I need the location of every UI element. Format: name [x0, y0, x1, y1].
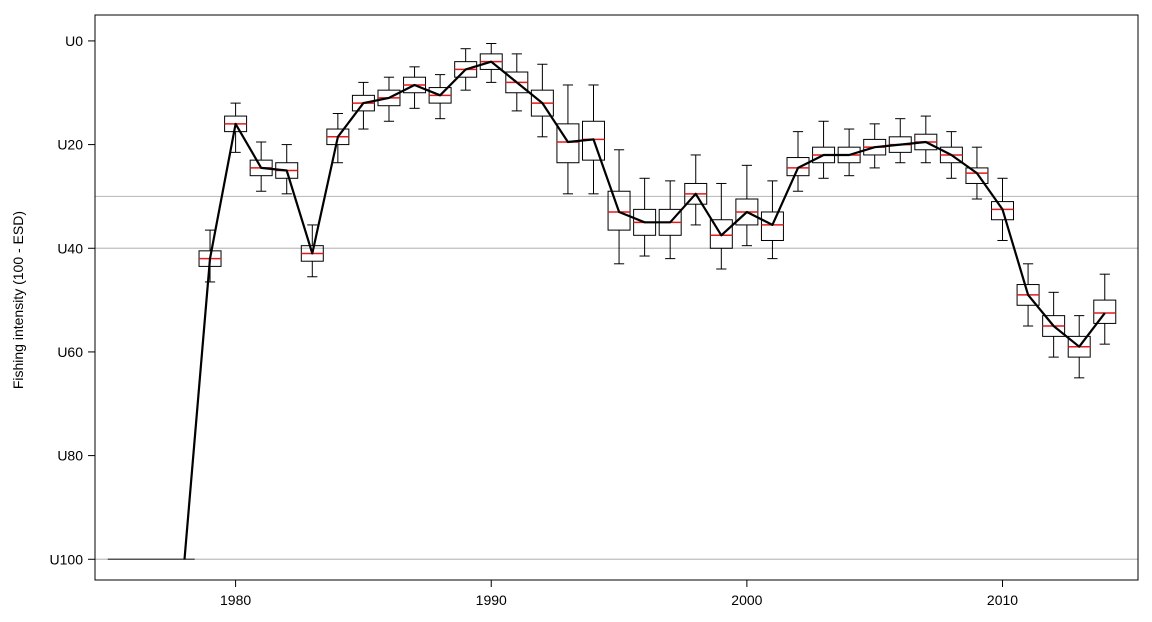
x-tick-label: 2000	[731, 592, 762, 608]
x-tick-label: 1980	[220, 592, 251, 608]
x-axis: 1980 1990 2000 2010	[220, 579, 1018, 608]
box	[556, 123, 580, 164]
plot-frame	[94, 14, 1139, 581]
median-trend-line	[183, 60, 1106, 560]
y-tick-label: U60	[57, 344, 83, 360]
reference-lines	[95, 195, 1138, 560]
x-tick-label: 2010	[987, 592, 1018, 608]
box	[965, 167, 989, 184]
whiskers-group	[204, 43, 1110, 379]
box	[1093, 299, 1117, 324]
boxes-group	[198, 53, 1117, 358]
box	[760, 211, 784, 241]
y-tick-label: U40	[57, 240, 83, 256]
y-tick-label: U0	[65, 33, 83, 49]
box	[786, 157, 810, 177]
median-trend-group	[183, 60, 1106, 560]
y-axis: U0 U20 U40 U60 U80 U100	[50, 33, 96, 567]
box	[709, 219, 733, 249]
box	[991, 201, 1015, 221]
y-tick-label: U100	[50, 551, 84, 567]
y-tick-label: U80	[57, 448, 83, 464]
box	[607, 190, 631, 231]
y-tick-label: U20	[57, 137, 83, 153]
y-axis-title: Fishing intensity (100 - ESD)	[10, 211, 26, 389]
x-tick-label: 1990	[476, 592, 507, 608]
medians-group	[199, 60, 1116, 348]
